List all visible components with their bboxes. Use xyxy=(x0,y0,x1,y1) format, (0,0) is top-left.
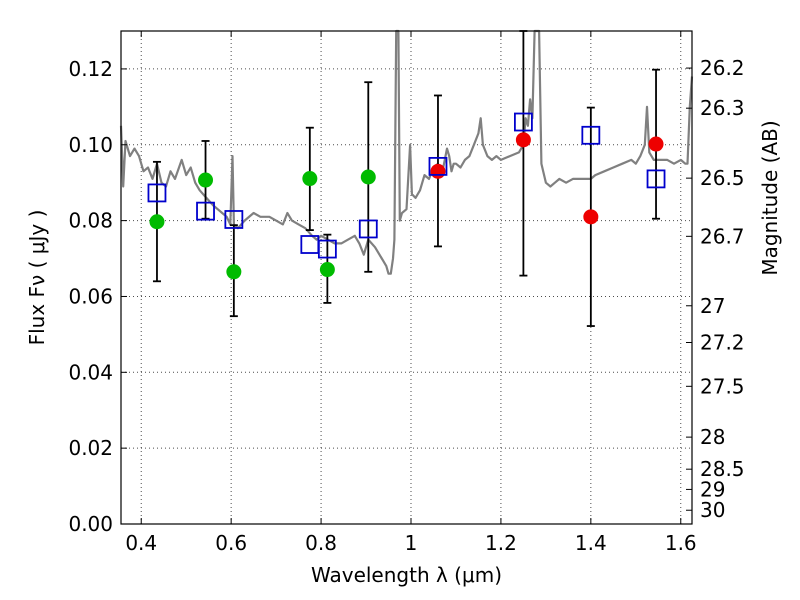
x-tick-label: 1 xyxy=(405,531,418,555)
model-flux-box xyxy=(646,169,666,189)
y-axis-ticks: 0.00 0.02 0.04 0.06 0.08 0.10 0.12 xyxy=(68,57,127,536)
right-tick-label: 30 xyxy=(700,498,725,522)
x-tick-label: 0.4 xyxy=(125,531,157,555)
x-tick-label: 0.8 xyxy=(305,531,337,555)
right-tick-label: 26.3 xyxy=(700,96,745,120)
right-tick-label: 29 xyxy=(700,477,725,501)
right-tick-label: 28.5 xyxy=(700,457,745,481)
green-data-point xyxy=(360,169,376,185)
red-data-point xyxy=(583,209,599,225)
right-tick-label: 27.2 xyxy=(700,330,745,354)
y-tick-label: 0.06 xyxy=(68,284,113,308)
x-tick-label: 1.4 xyxy=(575,531,607,555)
y-tick-label: 0.10 xyxy=(68,133,113,157)
model-flux-box xyxy=(147,183,167,203)
x-axis-ticks: 0.4 0.6 0.8 1 1.2 1.4 1.6 xyxy=(125,31,697,555)
x-tick-label: 1.6 xyxy=(665,531,697,555)
right-tick-label: 26.2 xyxy=(700,56,745,80)
y-tick-label: 0.00 xyxy=(68,512,113,536)
green-data-point xyxy=(302,171,318,187)
red-data-point xyxy=(648,136,664,152)
model-flux-box xyxy=(358,219,378,239)
x-tick-label: 1.2 xyxy=(485,531,517,555)
plot-frame xyxy=(120,30,693,525)
right-tick-label: 27.5 xyxy=(700,374,745,398)
green-data-point xyxy=(198,172,214,188)
x-tick-label: 0.6 xyxy=(215,531,247,555)
model-flux-box xyxy=(196,201,215,221)
right-axis-label: Magnitude (AB) xyxy=(758,120,782,275)
y-tick-label: 0.02 xyxy=(68,436,113,460)
y-tick-label: 0.08 xyxy=(68,209,113,233)
green-data-point xyxy=(226,264,242,280)
y-tick-label: 0.04 xyxy=(68,360,113,384)
green-data-point xyxy=(319,262,335,278)
model-sed-layer xyxy=(119,29,694,275)
x-axis-label: Wavelength λ (μm) xyxy=(311,563,502,587)
error-bar xyxy=(519,30,528,277)
model-flux-box xyxy=(581,125,601,145)
model-sed-line xyxy=(119,29,694,275)
right-tick-label: 27 xyxy=(700,294,725,318)
grid-lines xyxy=(121,31,692,524)
right-tick-label: 26.5 xyxy=(700,166,745,190)
model-flux-box xyxy=(224,210,244,229)
red-data-point xyxy=(515,132,531,148)
red-data-point xyxy=(430,163,446,179)
right-tick-label: 26.7 xyxy=(700,224,745,248)
right-tick-label: 28 xyxy=(700,425,725,449)
data-points xyxy=(147,112,666,280)
model-flux-box xyxy=(428,156,448,176)
green-data-point xyxy=(149,214,165,230)
y-tick-label: 0.12 xyxy=(68,57,113,81)
y-axis-label: Flux Fν ( μJy ) xyxy=(25,210,49,346)
model-flux-box xyxy=(317,239,337,259)
model-flux-box xyxy=(513,112,533,132)
